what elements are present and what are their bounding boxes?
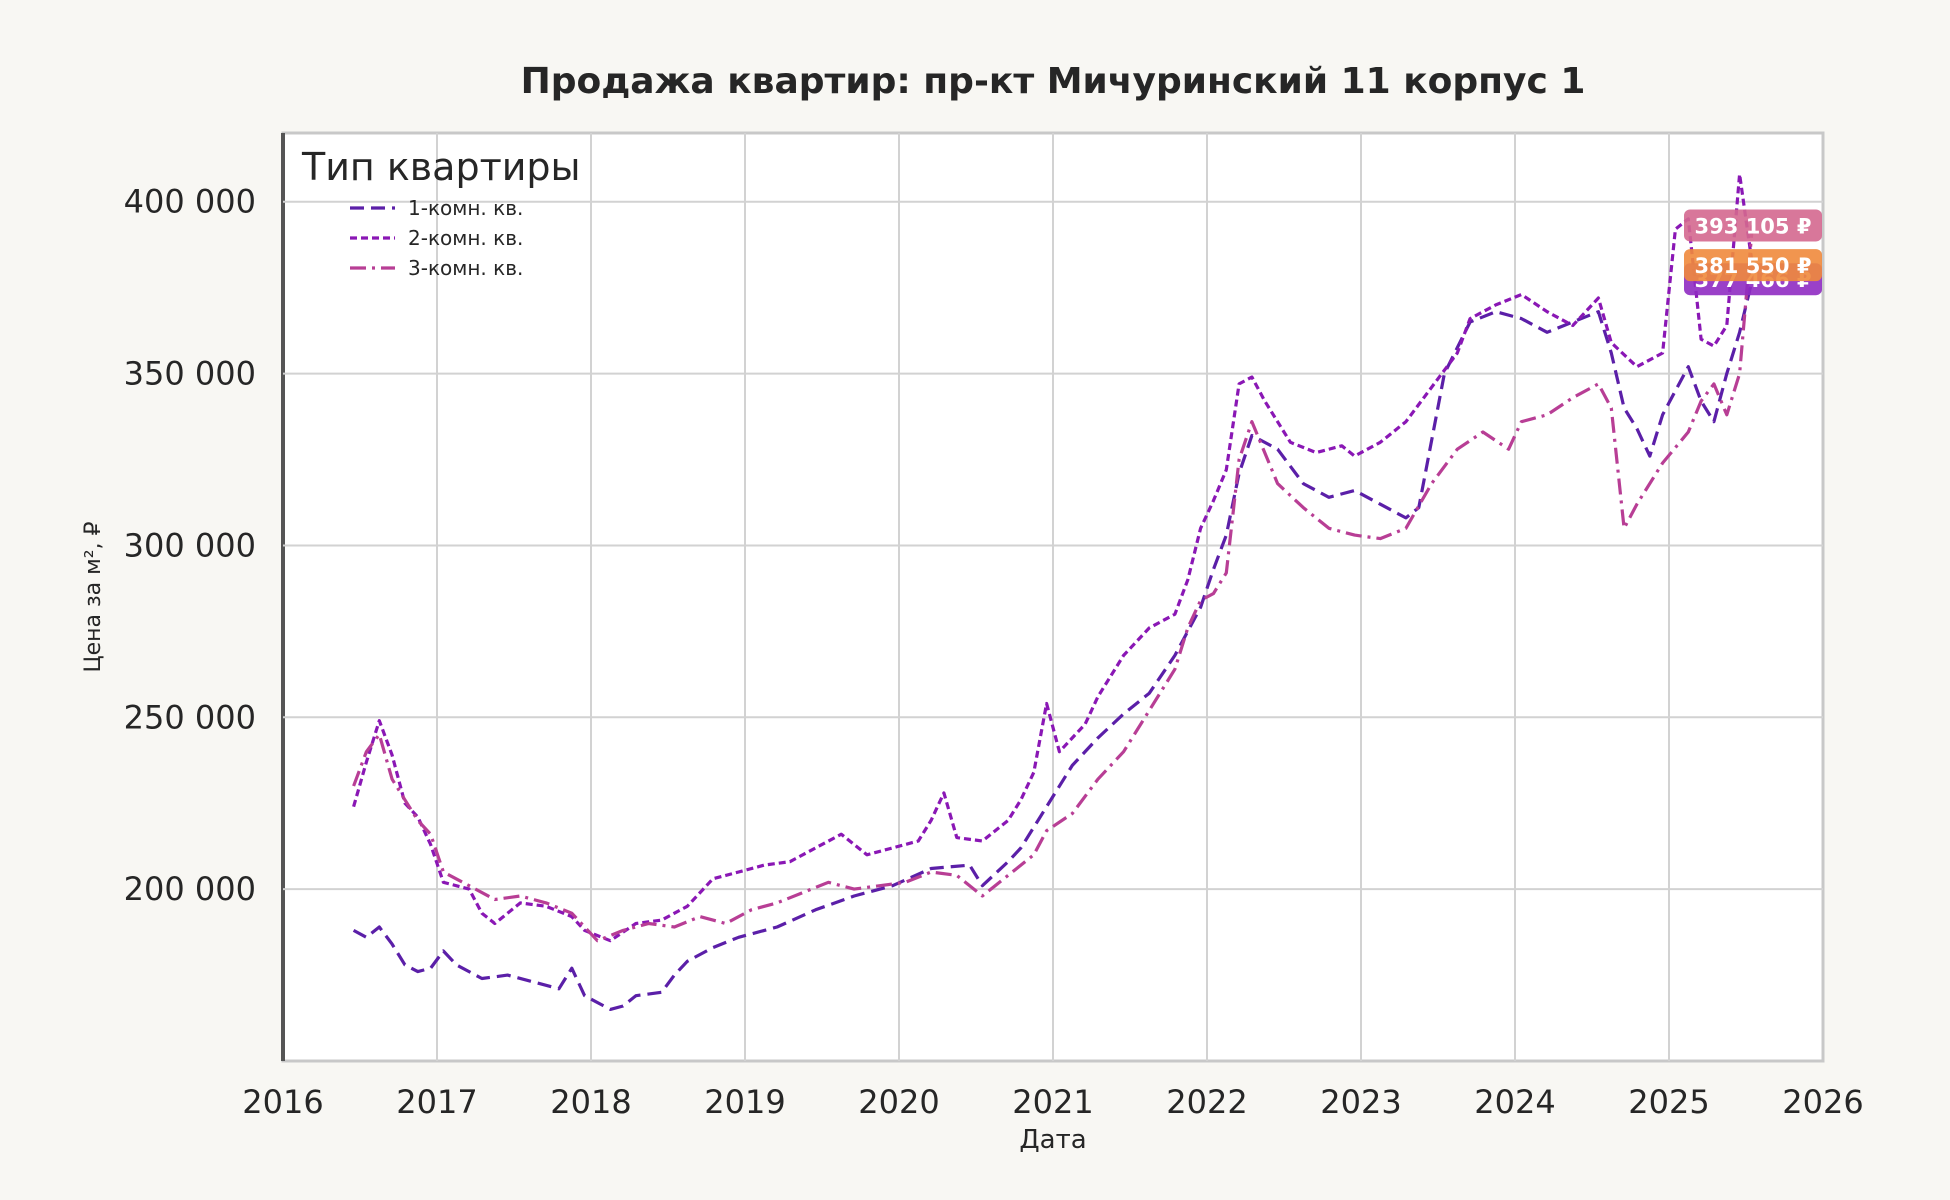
legend-title: Тип квартиры xyxy=(301,145,581,189)
end-value-labels: 377 466 ₽381 550 ₽393 105 ₽ xyxy=(1684,209,1822,296)
x-tick-label: 2016 xyxy=(242,1083,323,1121)
x-tick-label: 2020 xyxy=(858,1083,939,1121)
legend: Тип квартиры 1-комн. кв. 2-комн. кв. 3-ком… xyxy=(301,145,581,280)
legend-items: 1-комн. кв. 2-комн. кв. 3-комн. кв. xyxy=(350,196,523,280)
y-tick-label: 350 000 xyxy=(124,355,256,393)
legend-item-label: 2-комн. кв. xyxy=(408,226,523,250)
chart-title: Продажа квартир: пр-кт Мичуринский 11 ко… xyxy=(521,61,1586,102)
y-tick-label: 250 000 xyxy=(124,698,256,736)
x-tick-label: 2023 xyxy=(1320,1083,1401,1121)
x-tick-label: 2024 xyxy=(1474,1083,1555,1121)
end-label-text: 393 105 ₽ xyxy=(1695,214,1812,238)
x-tick-label: 2026 xyxy=(1782,1083,1863,1121)
x-axis-label: Дата xyxy=(1019,1125,1086,1155)
end-label-badge xyxy=(1684,209,1822,242)
x-tick-label: 2025 xyxy=(1628,1083,1709,1121)
x-tick-label: 2022 xyxy=(1166,1083,1247,1121)
y-axis-label: Цена за м², ₽ xyxy=(81,521,106,672)
y-tick-label: 400 000 xyxy=(124,183,256,221)
tick-labels: 2016 2017 2018 2019 2020 2021 2022 2023 2024 2025… xyxy=(124,183,1864,1121)
y-tick-label: 200 000 xyxy=(124,870,256,908)
y-tick-label: 300 000 xyxy=(124,526,256,564)
series-line-1 xyxy=(352,278,1754,1012)
x-tick-label: 2021 xyxy=(1012,1083,1093,1121)
series-line-2 xyxy=(352,172,1754,943)
series-line-3 xyxy=(352,225,1754,943)
x-tick-label: 2017 xyxy=(396,1083,477,1121)
legend-item-label: 1-комн. кв. xyxy=(408,196,523,220)
series-lines xyxy=(352,172,1754,1012)
x-tick-label: 2018 xyxy=(550,1083,631,1121)
x-tick-label: 2019 xyxy=(704,1083,785,1121)
end-label-text: 381 550 ₽ xyxy=(1695,254,1812,278)
end-label-badge xyxy=(1684,249,1822,282)
legend-item-label: 3-комн. кв. xyxy=(408,256,523,280)
